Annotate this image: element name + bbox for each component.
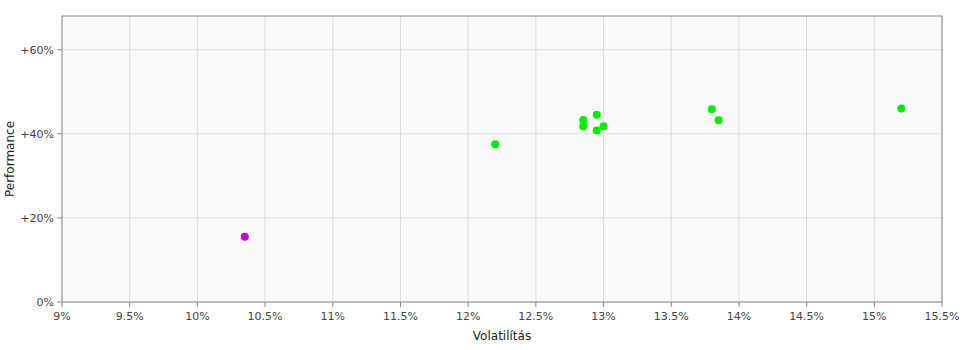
- x-grid-line: [603, 16, 604, 302]
- x-tick: [535, 302, 536, 307]
- y-grid-line: [62, 217, 942, 218]
- y-tick: [57, 49, 62, 50]
- y-tick: [57, 302, 62, 303]
- x-tick: [332, 302, 333, 307]
- x-grid-line: [265, 16, 266, 302]
- scatter-point: [715, 116, 723, 124]
- x-tick: [62, 302, 63, 307]
- plot-background: [62, 16, 942, 302]
- x-tick: [738, 302, 739, 307]
- x-grid-line: [738, 16, 739, 302]
- x-grid-line: [332, 16, 333, 302]
- y-tick: [57, 133, 62, 134]
- x-tick: [197, 302, 198, 307]
- chart-container: 9% 9.5% 10% 10.5% 11% 11.5% 12% 12.5% 13% 13.5% 14…: [0, 0, 966, 350]
- x-tick: [874, 302, 875, 307]
- y-tick-label: +60%: [20, 44, 54, 57]
- x-tick-label: 12%: [456, 310, 480, 323]
- scatter-point: [491, 140, 499, 148]
- x-tick-label: 14%: [727, 310, 751, 323]
- x-tick: [265, 302, 266, 307]
- x-tick: [603, 302, 604, 307]
- scatter-point: [579, 116, 587, 124]
- x-tick-label: 13.5%: [654, 310, 689, 323]
- x-tick-label: 15.5%: [925, 310, 960, 323]
- scatter-point: [241, 233, 249, 241]
- x-grid-line: [400, 16, 401, 302]
- y-tick-label: 0%: [37, 296, 54, 309]
- x-grid-line: [874, 16, 875, 302]
- y-grid-line: [62, 49, 942, 50]
- x-grid-line: [671, 16, 672, 302]
- x-tick-label: 11.5%: [383, 310, 418, 323]
- x-tick: [806, 302, 807, 307]
- y-grid-line: [62, 133, 942, 134]
- chart-svg: 9% 9.5% 10% 10.5% 11% 11.5% 12% 12.5% 13% 13.5% 14…: [0, 0, 966, 350]
- series-group: [491, 105, 905, 149]
- x-grid-line: [806, 16, 807, 302]
- y-tick-label: +40%: [20, 128, 54, 141]
- x-grid-line: [535, 16, 536, 302]
- y-axis-label: Performance: [3, 121, 17, 197]
- x-tick-label: 11%: [321, 310, 345, 323]
- y-tick-label: +20%: [20, 212, 54, 225]
- x-tick-label: 14.5%: [789, 310, 824, 323]
- x-tick-label: 9%: [53, 310, 70, 323]
- x-tick-label: 10.5%: [248, 310, 283, 323]
- series-group: [241, 233, 249, 241]
- x-tick: [400, 302, 401, 307]
- grid: [62, 16, 942, 302]
- x-tick: [468, 302, 469, 307]
- data-points: [241, 105, 906, 241]
- x-tick-label: 13%: [591, 310, 615, 323]
- x-tick-label: 12.5%: [518, 310, 553, 323]
- scatter-point: [897, 105, 905, 113]
- scatter-point: [593, 126, 601, 134]
- x-grid-line: [197, 16, 198, 302]
- x-axis-label: Volatilítás: [473, 329, 531, 343]
- x-tick: [942, 302, 943, 307]
- scatter-point: [600, 122, 608, 130]
- x-tick-label: 10%: [185, 310, 209, 323]
- scatter-point: [708, 105, 716, 113]
- x-grid-line: [129, 16, 130, 302]
- y-tick: [57, 217, 62, 218]
- scatter-point: [593, 111, 601, 119]
- x-tick-label: 15%: [862, 310, 886, 323]
- plot-frame: [62, 16, 942, 302]
- x-tick: [129, 302, 130, 307]
- x-grid-line: [468, 16, 469, 302]
- x-tick-label: 9.5%: [116, 310, 144, 323]
- x-tick: [671, 302, 672, 307]
